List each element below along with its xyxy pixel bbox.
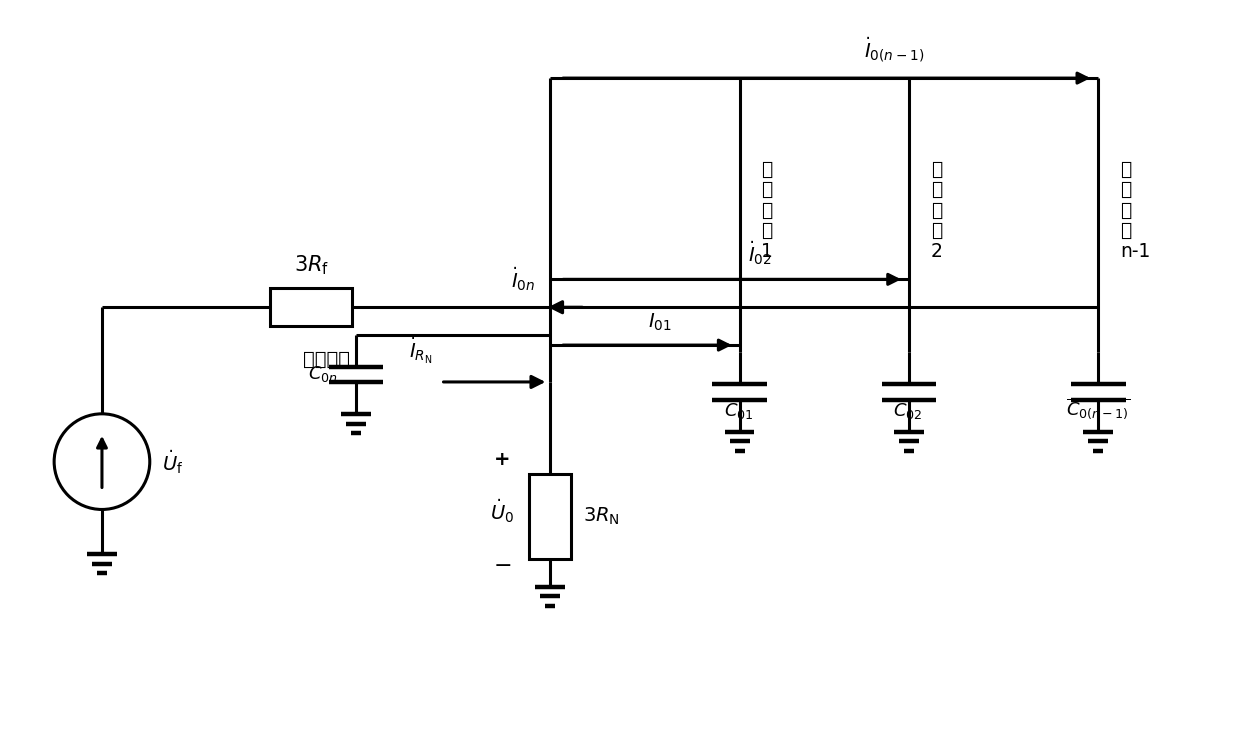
Bar <box>270 288 352 326</box>
Text: 健
全
出
线
1: 健 全 出 线 1 <box>761 160 774 261</box>
Text: $3R_\mathrm{f}$: $3R_\mathrm{f}$ <box>294 254 329 277</box>
Text: $\dot{I}_{01}$: $\dot{I}_{01}$ <box>647 305 672 333</box>
Text: $\dot{U}_0$: $\dot{U}_0$ <box>490 497 515 525</box>
Text: $3R_\mathrm{N}$: $3R_\mathrm{N}$ <box>583 506 620 527</box>
Bar <box>529 474 572 559</box>
Text: $\dot{I}_{02}$: $\dot{I}_{02}$ <box>748 240 771 268</box>
Text: $-$: $-$ <box>494 553 512 574</box>
Text: $\overline{C_{02}}$: $\overline{C_{02}}$ <box>893 397 925 421</box>
Text: +: + <box>495 450 511 469</box>
Text: 健
全
出
线
n-1: 健 全 出 线 n-1 <box>1120 160 1151 261</box>
Text: $\dot{I}_{0n}$: $\dot{I}_{0n}$ <box>511 265 536 293</box>
Text: 故障出线: 故障出线 <box>303 349 350 368</box>
Text: $\dot{I}_{R_\mathrm{N}}$: $\dot{I}_{R_\mathrm{N}}$ <box>409 336 433 366</box>
Text: $\dot{I}_{0(n-1)}$: $\dot{I}_{0(n-1)}$ <box>864 35 924 64</box>
Text: $\overline{C_{01}}$: $\overline{C_{01}}$ <box>724 397 755 421</box>
Text: $\dot{U}_\mathrm{f}$: $\dot{U}_\mathrm{f}$ <box>161 447 184 475</box>
Text: $\overline{C_{0(n-1)}}$: $\overline{C_{0(n-1)}}$ <box>1066 397 1131 422</box>
Text: 健
全
出
线
2: 健 全 出 线 2 <box>931 160 942 261</box>
Text: $C_{0n}$: $C_{0n}$ <box>309 365 339 385</box>
